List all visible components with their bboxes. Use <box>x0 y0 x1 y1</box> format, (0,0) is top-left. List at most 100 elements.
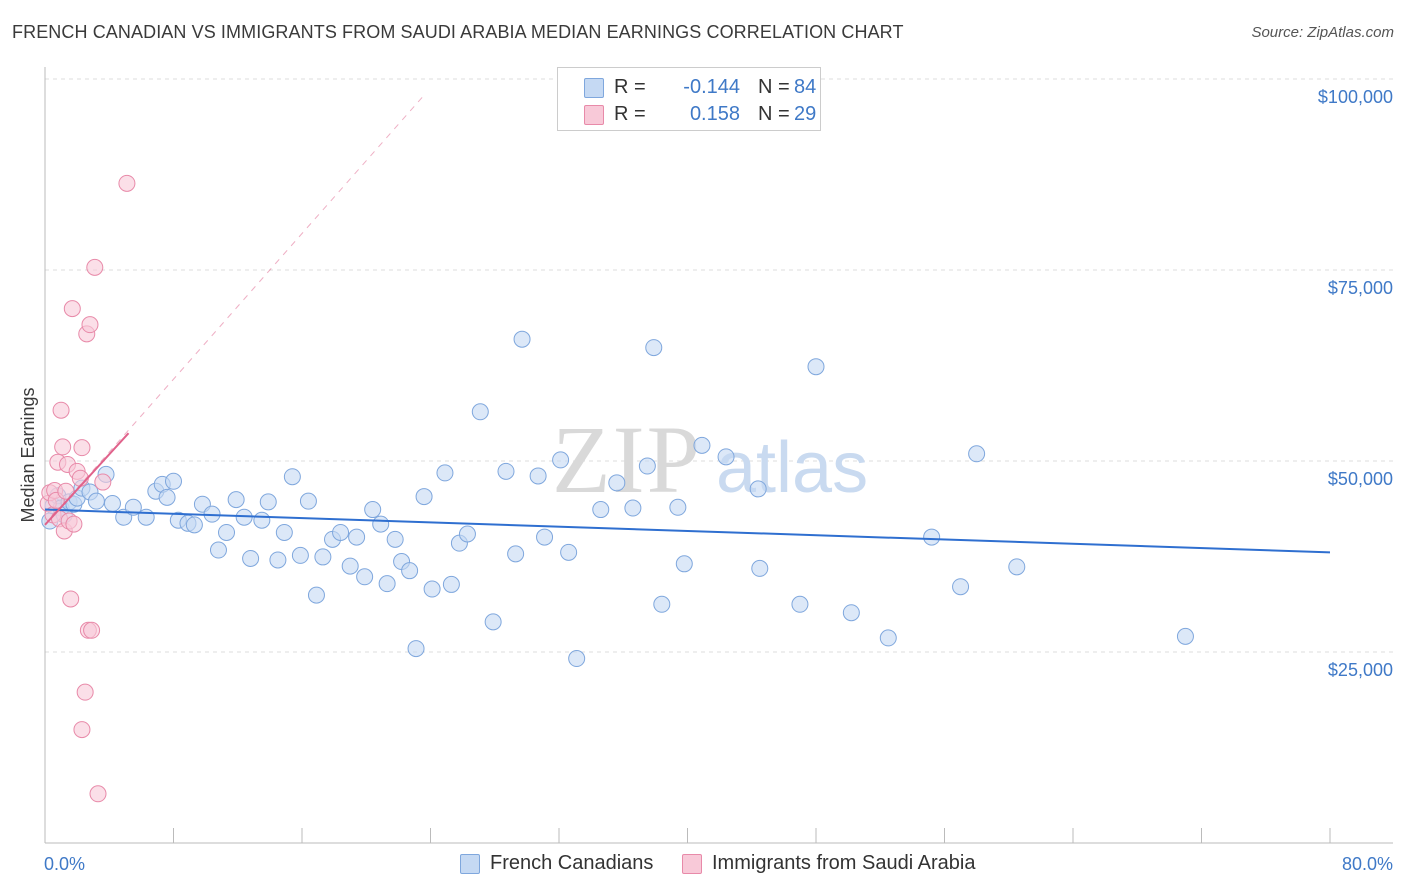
data-point-french-canadians <box>529 467 547 485</box>
data-point-french-canadians <box>693 436 711 454</box>
data-point-french-canadians <box>356 568 374 586</box>
series-immigrants-saudi-arabia <box>39 174 136 803</box>
data-point-french-canadians <box>407 640 425 658</box>
x-axis-ticks <box>44 828 1331 843</box>
data-point-french-canadians <box>653 595 671 613</box>
data-point-french-canadians <box>923 528 941 546</box>
data-point-french-canadians <box>497 462 515 480</box>
data-point-french-canadians <box>103 494 121 512</box>
correlation-legend: R = -0.144 N = 84 R = 0.158 N = 29 <box>557 67 821 131</box>
data-point-french-canadians <box>791 595 809 613</box>
data-point-french-canadians <box>283 468 301 486</box>
data-point-french-canadians <box>645 339 663 357</box>
data-point-french-canadians <box>552 451 570 469</box>
data-point-french-canadians <box>717 448 735 466</box>
legend-r-value: -0.144 <box>683 76 740 98</box>
data-point-french-canadians <box>314 548 332 566</box>
data-point-immigrants-saudi-arabia <box>118 174 136 192</box>
data-point-immigrants-saudi-arabia <box>63 300 81 318</box>
data-point-french-canadians <box>386 530 404 548</box>
data-point-french-canadians <box>968 445 986 463</box>
data-point-french-canadians <box>332 523 350 541</box>
data-point-french-canadians <box>209 541 227 559</box>
data-point-french-canadians <box>291 546 309 564</box>
bottom-legend-swatch-pink <box>682 854 702 874</box>
y-axis-label: Median Earnings <box>18 387 38 522</box>
watermark-atlas: atlas <box>716 428 868 508</box>
data-point-immigrants-saudi-arabia <box>81 316 99 334</box>
data-point-french-canadians <box>242 549 260 567</box>
legend-r-label: R = <box>614 103 646 125</box>
data-point-french-canadians <box>675 555 693 573</box>
data-point-french-canadians <box>560 543 578 561</box>
data-point-french-canadians <box>952 578 970 596</box>
legend-r-label: R = <box>614 76 646 98</box>
legend-swatch-pink <box>584 105 604 125</box>
data-point-french-canadians <box>751 559 769 577</box>
data-point-immigrants-saudi-arabia <box>83 621 101 639</box>
legend-r-value: 0.158 <box>689 103 740 125</box>
data-point-french-canadians <box>513 330 531 348</box>
data-point-immigrants-saudi-arabia <box>62 590 80 608</box>
axes <box>44 67 1393 844</box>
data-point-french-canadians <box>185 516 203 534</box>
data-point-french-canadians <box>484 613 502 631</box>
data-point-french-canadians <box>423 580 441 598</box>
data-point-immigrants-saudi-arabia <box>76 683 94 701</box>
data-point-french-canadians <box>378 575 396 593</box>
bottom-legend-label: Immigrants from Saudi Arabia <box>712 852 976 874</box>
data-point-french-canadians <box>341 557 359 575</box>
y-tick-label: $50,000 <box>1328 469 1393 489</box>
x-tick-label-min: 0.0% <box>44 854 85 874</box>
bottom-legend-swatch-blue <box>460 854 480 874</box>
data-point-immigrants-saudi-arabia <box>89 785 107 803</box>
data-point-french-canadians <box>568 650 586 668</box>
bottom-legend-label: French Canadians <box>490 852 654 874</box>
data-point-french-canadians <box>401 562 419 580</box>
y-tick-label: $75,000 <box>1328 278 1393 298</box>
data-point-french-canadians <box>87 492 105 510</box>
data-point-french-canadians <box>253 511 271 529</box>
data-point-immigrants-saudi-arabia <box>94 473 112 491</box>
data-point-french-canadians <box>227 491 245 509</box>
data-point-french-canadians <box>165 472 182 490</box>
data-point-french-canadians <box>415 488 433 506</box>
data-point-immigrants-saudi-arabia <box>73 721 91 739</box>
data-point-french-canadians <box>669 498 687 516</box>
trend-line-french-canadians <box>44 508 1331 554</box>
watermark: ZIP atlas <box>552 406 868 513</box>
data-point-french-canadians <box>507 545 525 563</box>
data-point-french-canadians <box>842 604 860 622</box>
data-point-french-canadians <box>624 499 642 517</box>
y-tick-labels: $25,000 $50,000 $75,000 $100,000 <box>1318 87 1393 680</box>
series-french-canadians <box>41 330 1194 668</box>
data-point-french-canadians <box>269 551 287 569</box>
data-point-french-canadians <box>364 501 382 519</box>
data-point-french-canadians <box>1008 558 1026 576</box>
legend-n-label: N = <box>758 103 790 125</box>
data-point-french-canadians <box>218 523 236 541</box>
data-point-immigrants-saudi-arabia <box>86 258 104 276</box>
data-point-immigrants-saudi-arabia <box>52 401 70 419</box>
data-point-french-canadians <box>137 508 155 526</box>
data-point-french-canadians <box>1176 627 1194 645</box>
legend-swatch-blue <box>584 78 604 98</box>
data-point-french-canadians <box>638 457 656 475</box>
chart-source: Source: ZipAtlas.com <box>1251 24 1394 41</box>
data-point-french-canadians <box>879 629 897 647</box>
data-point-french-canadians <box>749 480 767 498</box>
y-tick-label: $100,000 <box>1318 87 1393 107</box>
data-point-french-canadians <box>458 525 476 543</box>
trend-lines <box>44 96 1331 554</box>
data-point-french-canadians <box>807 358 825 376</box>
chart-title: FRENCH CANADIAN VS IMMIGRANTS FROM SAUDI… <box>12 22 904 42</box>
data-point-immigrants-saudi-arabia <box>57 482 75 500</box>
y-tick-label: $25,000 <box>1328 660 1393 680</box>
data-point-immigrants-saudi-arabia <box>65 515 83 533</box>
data-point-french-canadians <box>275 523 293 541</box>
data-point-french-canadians <box>307 586 325 604</box>
data-point-french-canadians <box>436 464 454 482</box>
watermark-zip: ZIP <box>552 406 702 513</box>
data-point-french-canadians <box>348 528 366 546</box>
data-point-immigrants-saudi-arabia <box>73 439 91 457</box>
